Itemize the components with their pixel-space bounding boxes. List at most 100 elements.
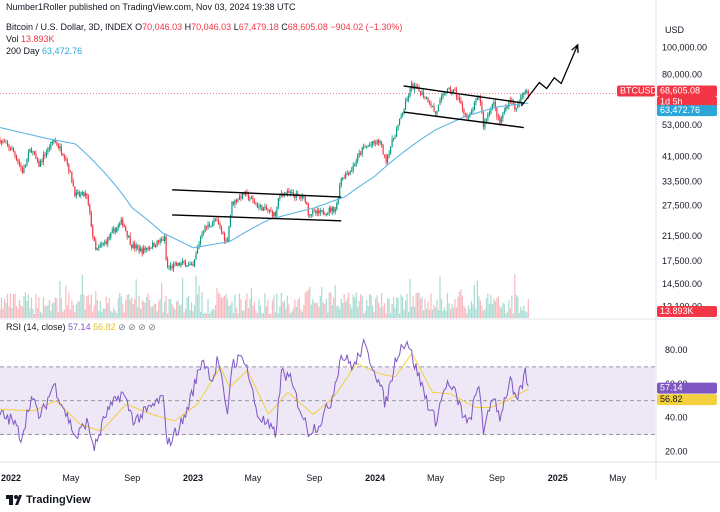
high-label: H xyxy=(184,22,192,32)
rsi-badge-bg xyxy=(657,382,717,394)
volume-bar xyxy=(403,309,405,318)
candle-body xyxy=(469,113,471,118)
candle-body xyxy=(208,224,211,226)
candle-body xyxy=(375,143,377,145)
candle-body xyxy=(63,155,65,159)
candle-body xyxy=(220,227,223,232)
candle-body xyxy=(8,144,10,149)
candle-body xyxy=(225,239,227,241)
volume-bar xyxy=(189,310,191,318)
candle-body xyxy=(181,261,184,264)
candle-body xyxy=(147,248,149,250)
candle-body xyxy=(398,118,401,125)
candle-body xyxy=(213,219,215,223)
volume-bar xyxy=(442,310,444,318)
candle-body xyxy=(134,243,136,249)
volume-bar xyxy=(424,299,426,318)
candle-body xyxy=(168,267,170,269)
rsi-ma-value: 56.82 xyxy=(93,322,116,332)
open-label: O xyxy=(135,22,143,32)
volume-bar xyxy=(418,292,420,318)
trend-line xyxy=(403,111,524,129)
candle-body xyxy=(493,101,495,104)
volume-bar xyxy=(295,306,297,318)
volume-bar xyxy=(2,308,4,318)
candle-body xyxy=(458,98,461,101)
candle-body xyxy=(358,153,360,156)
volume-bar xyxy=(455,307,458,318)
volume-bar xyxy=(288,304,290,318)
candle-body xyxy=(382,144,384,155)
volume-bar xyxy=(152,306,154,318)
volume-bar xyxy=(21,306,24,318)
candle-body xyxy=(44,154,46,156)
candle-body xyxy=(74,186,76,196)
volume-bar xyxy=(155,303,157,318)
volume-bar xyxy=(72,304,74,318)
volume-bar xyxy=(35,294,37,318)
volume-bar xyxy=(342,303,344,318)
candle-body xyxy=(99,245,101,247)
candle-body xyxy=(449,88,452,93)
candle-body xyxy=(452,89,455,93)
candle-body xyxy=(288,190,290,193)
volume-bar xyxy=(84,309,86,318)
volume-bar xyxy=(375,298,377,318)
candle-body xyxy=(205,226,208,228)
candle-body xyxy=(406,98,408,102)
volume-bar xyxy=(259,305,262,318)
candle-body xyxy=(83,192,85,196)
candle-body xyxy=(267,209,269,211)
candle-body xyxy=(116,227,118,233)
price-tick-label: 17,500.00 xyxy=(662,256,702,266)
volume-bar xyxy=(238,293,241,318)
volume-bar xyxy=(324,303,326,318)
volume-bar xyxy=(68,292,70,318)
volume-bar xyxy=(367,305,369,318)
rsi-ma-badge-bg xyxy=(657,394,717,406)
candle-body xyxy=(255,203,257,205)
volume-bar xyxy=(494,301,496,318)
candle-body xyxy=(431,106,434,108)
volume-bar xyxy=(150,306,152,318)
candle-body xyxy=(487,114,489,119)
volume-bar xyxy=(208,313,211,318)
candle-body xyxy=(321,210,323,212)
rsi-ma-line xyxy=(0,353,529,432)
volume-bar xyxy=(232,313,235,318)
volume-bar xyxy=(518,312,520,318)
volume-bar xyxy=(162,311,164,318)
candle-body xyxy=(505,106,507,112)
volume-bar xyxy=(515,295,517,318)
volume-bar xyxy=(428,309,431,318)
volume-bar xyxy=(198,285,200,318)
candle-body xyxy=(171,265,173,269)
trend-line xyxy=(172,214,342,222)
candle-body xyxy=(385,155,387,163)
volume-bar xyxy=(3,298,6,318)
candle-body xyxy=(337,197,339,204)
candle-body xyxy=(360,153,362,155)
candle-body xyxy=(137,245,139,248)
candle-body xyxy=(173,264,175,269)
close-label: C xyxy=(281,22,288,32)
candle-body xyxy=(53,140,55,142)
candle-body xyxy=(294,195,296,198)
candle-body xyxy=(153,242,155,247)
rsi-visibility-icons[interactable]: ⊘ ⊘ ⊘ ⊘ xyxy=(118,322,156,332)
candle-body xyxy=(192,263,194,267)
volume-bar xyxy=(310,304,312,318)
candle-body xyxy=(101,244,103,246)
candle-body xyxy=(410,83,413,89)
candle-body xyxy=(409,88,411,97)
candle-body xyxy=(303,195,305,197)
volume-bar xyxy=(75,304,77,318)
candle-body xyxy=(120,219,122,223)
candle-body xyxy=(33,151,36,154)
volume-bar xyxy=(219,294,221,318)
candle-body xyxy=(437,104,440,112)
volume-bar xyxy=(301,311,303,318)
candle-body xyxy=(84,193,86,196)
candle-body xyxy=(373,141,375,144)
candle-body xyxy=(285,192,287,195)
